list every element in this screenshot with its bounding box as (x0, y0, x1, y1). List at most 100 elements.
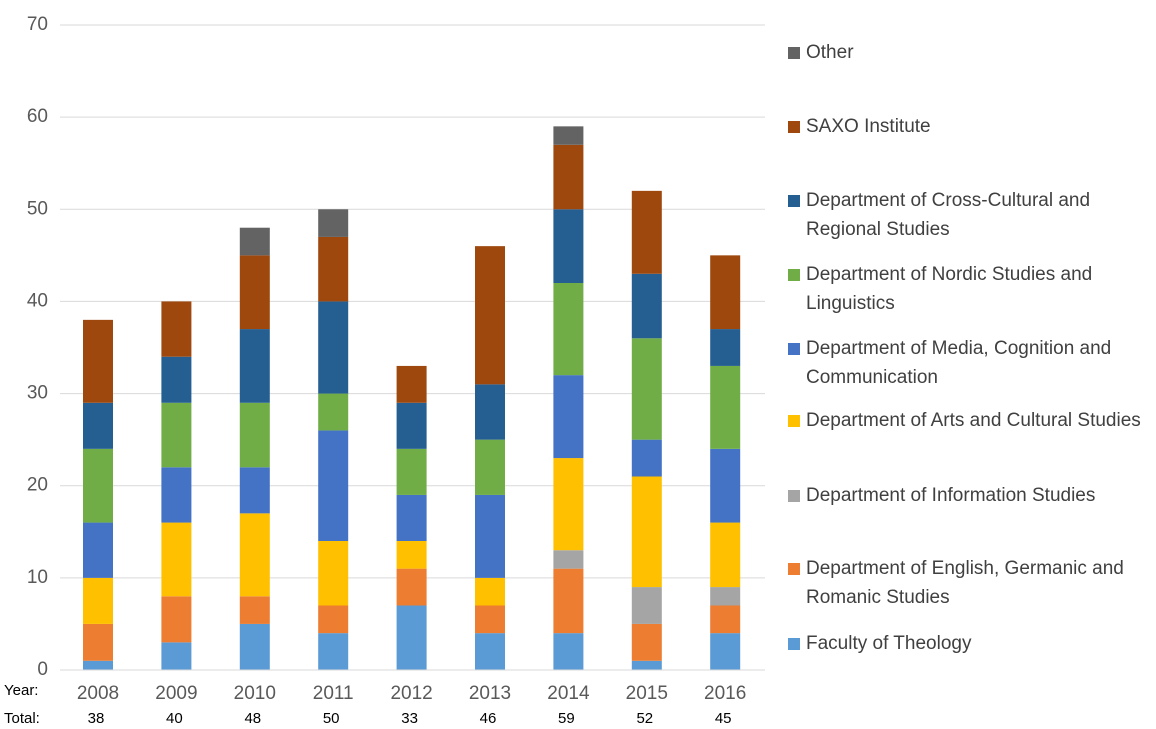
total-value: 45 (715, 710, 732, 727)
x-tick-label: 2011 (313, 683, 354, 704)
y-tick-label: 60 (27, 106, 48, 127)
legend-label: Department of English, Germanic and Roma… (806, 558, 1124, 608)
bar-segment (475, 246, 505, 385)
total-value: 59 (558, 710, 575, 727)
x-tick-label: 2014 (547, 683, 590, 704)
legend-entry: Department of Information Studies (788, 481, 1156, 510)
bar-segment (710, 522, 741, 588)
bar-segment (161, 467, 192, 523)
bar-segment (239, 227, 270, 256)
bar-segment (318, 541, 349, 606)
legend-label: Faculty of Theology (806, 633, 972, 654)
bar-segment (396, 402, 427, 449)
total-label: Total: (4, 710, 40, 727)
legend-swatch (788, 269, 800, 281)
legend-entry: Department of Arts and Cultural Studies (788, 406, 1156, 435)
bar-segment (631, 660, 662, 670)
bar-segment (318, 605, 349, 634)
bar-segment (239, 402, 270, 468)
legend-swatch (788, 563, 800, 575)
bar-segment (239, 329, 270, 403)
legend-swatch (788, 121, 800, 133)
bar-segment (161, 642, 192, 670)
year-label: Year: (4, 682, 38, 699)
bar-segment (475, 384, 505, 440)
bar-segment (161, 301, 192, 357)
bar-segment (318, 209, 349, 237)
bar-segment (161, 356, 192, 403)
bar-segment (553, 209, 584, 283)
legend-label: Department of Arts and Cultural Studies (806, 410, 1141, 431)
bar-segment (631, 439, 662, 477)
total-value: 50 (323, 710, 340, 727)
bar-segment (710, 448, 741, 523)
legend-entry: Faculty of Theology (788, 629, 1156, 658)
y-tick-label: 70 (27, 14, 48, 35)
bar-segment (83, 623, 113, 661)
x-tick-label: 2009 (155, 683, 197, 704)
x-tick-label: 2008 (77, 683, 119, 704)
bar-segment (631, 338, 662, 440)
bar-segment (475, 439, 505, 495)
bar-segment (239, 596, 270, 624)
bar-segment (710, 329, 741, 366)
x-tick-label: 2016 (704, 683, 746, 704)
bar-segment (396, 568, 427, 606)
bar-segment (475, 577, 505, 606)
bar-segment (710, 255, 741, 330)
bar-segment (318, 633, 349, 670)
bar-segment (553, 458, 584, 551)
y-tick-label: 10 (27, 567, 48, 588)
bar-segment (396, 541, 427, 569)
bar-segment (239, 467, 270, 514)
bar-segment (553, 144, 584, 210)
x-tick-label: 2012 (390, 683, 432, 704)
legend-label: Department of Media, Cognition and Commu… (806, 338, 1112, 388)
legend-swatch (788, 47, 800, 59)
bar-segment (83, 402, 113, 449)
legend-swatch (788, 490, 800, 502)
y-tick-label: 50 (27, 198, 48, 219)
y-tick-label: 20 (27, 475, 48, 496)
total-value: 48 (244, 710, 261, 727)
bar-segment (318, 236, 349, 302)
bar-segment (710, 587, 741, 606)
total-value: 40 (166, 710, 183, 727)
x-tick-label: 2015 (626, 683, 668, 704)
bar-segment (553, 126, 584, 145)
bar-segment (631, 190, 662, 274)
bar-segment (161, 402, 192, 468)
legend-entry: Department of Media, Cognition and Commu… (788, 334, 1156, 392)
total-value: 46 (480, 710, 497, 727)
bar-segment (710, 605, 741, 634)
bar-segment (631, 476, 662, 588)
y-tick-label: 0 (37, 659, 48, 680)
total-value: 38 (88, 710, 105, 727)
bar-segment (83, 448, 113, 523)
legend-label: Department of Information Studies (806, 485, 1096, 506)
bar-segment (475, 633, 505, 670)
bar-segment (553, 550, 584, 569)
bar-segment (710, 633, 741, 670)
bar-segment (83, 660, 113, 670)
bar-segment (553, 568, 584, 634)
bar-segment (396, 605, 427, 670)
legend-swatch (788, 195, 800, 207)
bar-segment (396, 448, 427, 495)
legend-swatch (788, 415, 800, 427)
bar-segment (161, 522, 192, 597)
bar-segment (396, 494, 427, 541)
bar-segment (318, 430, 349, 541)
legend-label: Department of Cross-Cultural and Regiona… (806, 190, 1091, 240)
bar-segment (475, 494, 505, 578)
bar-segment (318, 301, 349, 394)
bar-segment (553, 283, 584, 376)
legend-entry: Other (788, 38, 1156, 67)
x-tick-label: 2013 (469, 683, 511, 704)
legend-entry: SAXO Institute (788, 112, 1156, 141)
bar-segment (631, 273, 662, 339)
bar-segment (553, 633, 584, 670)
total-value: 52 (636, 710, 653, 727)
total-value: 33 (401, 710, 418, 727)
